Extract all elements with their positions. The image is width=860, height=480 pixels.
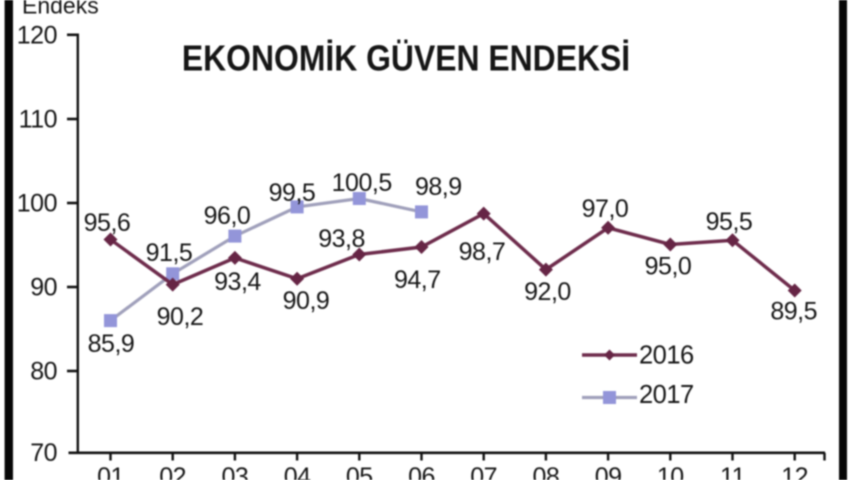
svg-text:92,0: 92,0 xyxy=(524,278,571,306)
svg-text:85,9: 85,9 xyxy=(88,330,135,358)
svg-text:96,0: 96,0 xyxy=(204,202,251,230)
svg-text:95,0: 95,0 xyxy=(645,253,692,281)
svg-text:93,8: 93,8 xyxy=(318,225,365,253)
svg-text:2016: 2016 xyxy=(639,342,694,370)
svg-text:90,9: 90,9 xyxy=(283,287,330,315)
svg-text:03: 03 xyxy=(221,463,248,480)
svg-text:04: 04 xyxy=(284,463,311,480)
svg-text:06: 06 xyxy=(408,463,435,480)
svg-text:98,9: 98,9 xyxy=(415,173,462,201)
svg-text:2017: 2017 xyxy=(639,381,694,409)
svg-text:90: 90 xyxy=(30,274,57,302)
svg-text:90,2: 90,2 xyxy=(157,303,204,331)
svg-text:08: 08 xyxy=(532,463,559,480)
svg-text:07: 07 xyxy=(470,463,497,480)
svg-text:EKONOMİK GÜVEN ENDEKSİ: EKONOMİK GÜVEN ENDEKSİ xyxy=(182,39,630,79)
svg-text:70: 70 xyxy=(30,439,57,467)
svg-text:97,0: 97,0 xyxy=(582,195,629,223)
svg-text:95,5: 95,5 xyxy=(706,208,753,236)
svg-text:89,5: 89,5 xyxy=(770,298,817,326)
svg-text:01: 01 xyxy=(97,463,124,480)
svg-text:93,4: 93,4 xyxy=(214,268,261,296)
svg-text:94,7: 94,7 xyxy=(394,266,441,294)
svg-text:12: 12 xyxy=(781,463,808,480)
svg-text:10: 10 xyxy=(657,463,684,480)
svg-text:98,7: 98,7 xyxy=(459,238,506,266)
svg-text:110: 110 xyxy=(19,106,57,134)
svg-text:11: 11 xyxy=(720,463,745,480)
svg-text:95,6: 95,6 xyxy=(84,209,131,237)
svg-text:100: 100 xyxy=(17,190,57,218)
svg-text:02: 02 xyxy=(159,463,186,480)
svg-text:Endeks: Endeks xyxy=(22,0,99,19)
svg-text:100,5: 100,5 xyxy=(332,169,392,197)
svg-text:80: 80 xyxy=(30,358,57,386)
svg-text:91,5: 91,5 xyxy=(146,239,193,267)
svg-text:99,5: 99,5 xyxy=(269,179,316,207)
svg-text:09: 09 xyxy=(595,463,622,480)
svg-text:120: 120 xyxy=(17,22,57,50)
svg-text:05: 05 xyxy=(346,463,373,480)
